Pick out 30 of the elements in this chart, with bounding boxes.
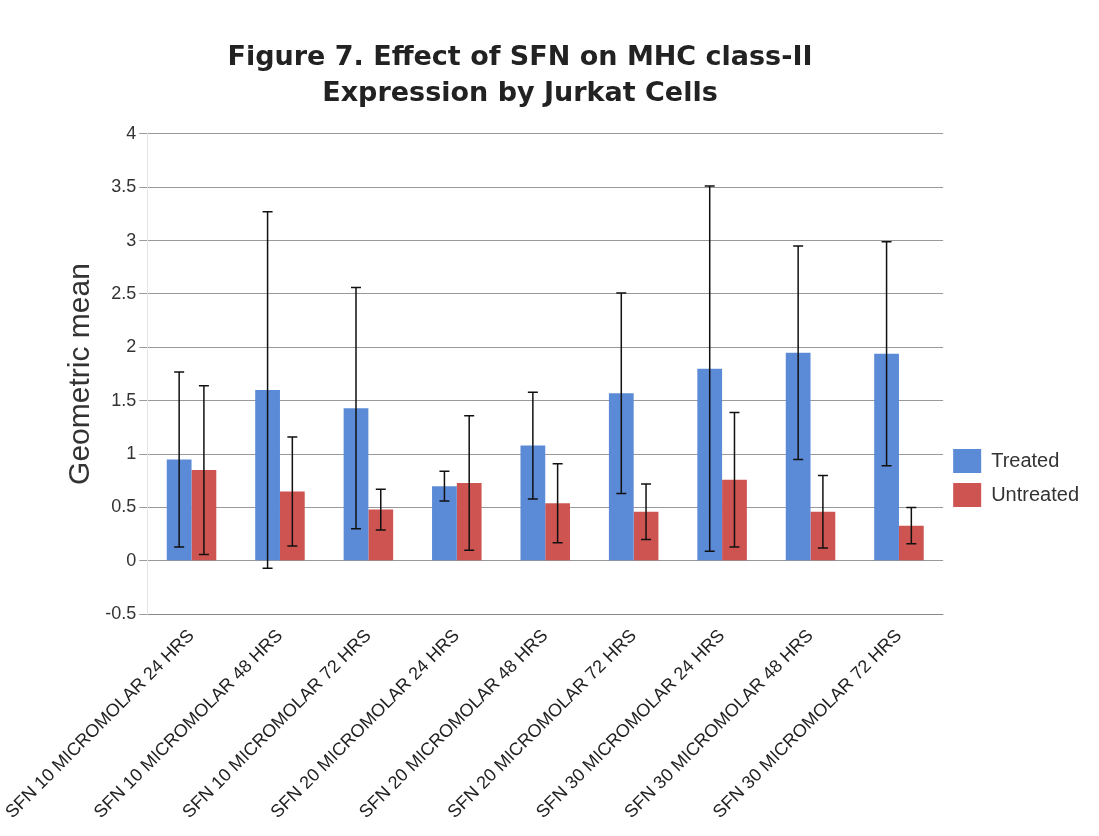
bar (343, 408, 369, 561)
bar (545, 503, 570, 561)
bar (279, 491, 305, 561)
y-tick-label: 4 (126, 122, 137, 143)
legend-label: Treated (991, 448, 1060, 471)
legend-label: Untreated (991, 482, 1080, 505)
chart-title: Figure 7. Effect of SFN on MHC class-II Expression by Jurkat Cells (226, 39, 814, 109)
bar (432, 486, 457, 561)
y-tick-label: 3.5 (111, 176, 137, 197)
y-tick-label: 0.5 (111, 496, 137, 517)
bar (697, 368, 723, 561)
bar (898, 525, 924, 561)
bar (785, 352, 811, 561)
y-tick-label: -0.5 (105, 603, 137, 624)
y-tick-label: 1.5 (111, 389, 137, 410)
y-tick-label: 2.5 (111, 282, 137, 303)
bar (166, 459, 192, 561)
y-tick-label: 2 (126, 336, 137, 357)
bar (874, 353, 899, 561)
bar (722, 479, 747, 561)
bar (633, 511, 659, 561)
bar (520, 445, 546, 561)
bar (456, 482, 482, 561)
bar (255, 390, 280, 561)
y-axis-title: Geometric mean (61, 263, 95, 485)
bar (368, 509, 394, 561)
y-tick-label: 3 (126, 229, 137, 250)
y-tick-label: 1 (126, 443, 137, 464)
y-tick-label: 0 (126, 549, 137, 570)
bar (608, 393, 634, 561)
